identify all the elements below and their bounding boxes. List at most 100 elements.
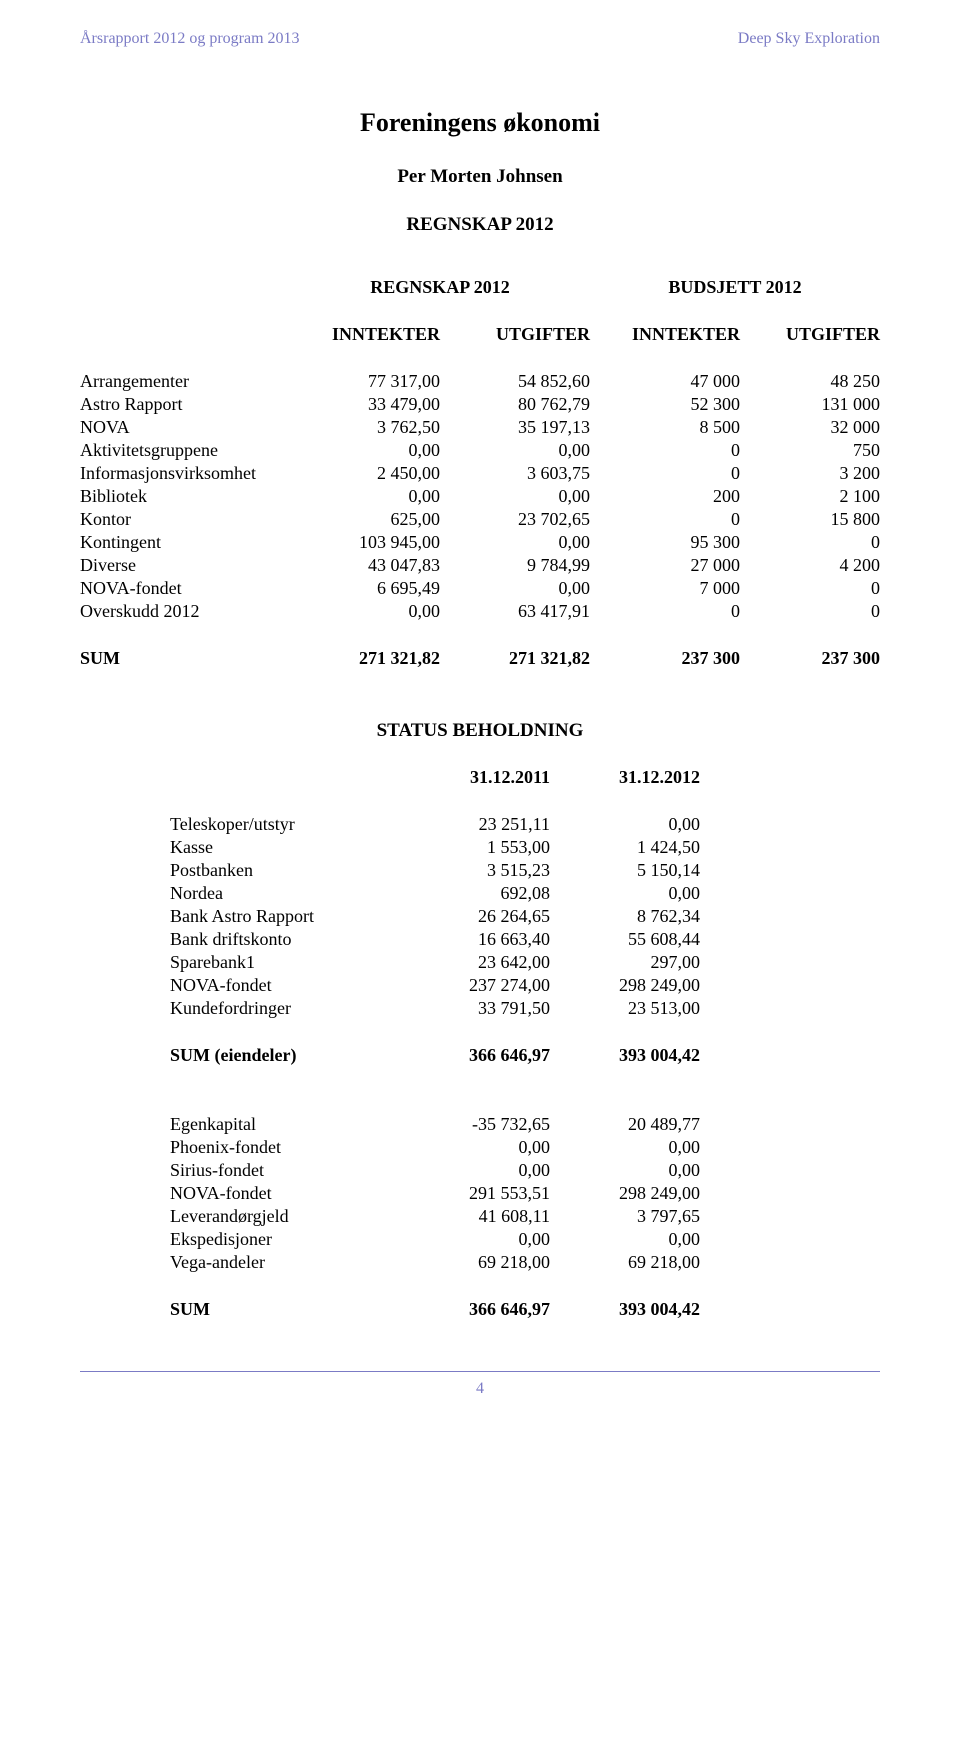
- table-row: Vega-andeler69 218,0069 218,00: [170, 1251, 700, 1274]
- table-row: Nordea692,080,00: [170, 882, 700, 905]
- row-label: Overskudd 2012: [80, 600, 290, 623]
- row-label: Sparebank1: [170, 951, 400, 974]
- row-label: NOVA-fondet: [80, 577, 290, 600]
- status-table: 31.12.2011 31.12.2012 Teleskoper/utstyr2…: [170, 766, 700, 1321]
- row-label: Astro Rapport: [80, 393, 290, 416]
- author: Per Morten Johnsen: [80, 166, 880, 188]
- cell: 26 264,65: [400, 905, 550, 928]
- row-label: Bank driftskonto: [170, 928, 400, 951]
- row-label: Informasjonsvirksomhet: [80, 462, 290, 485]
- row-label: Kontor: [80, 508, 290, 531]
- cell: 0,00: [440, 485, 590, 508]
- cell: 69 218,00: [400, 1251, 550, 1274]
- table-row: Sparebank123 642,00297,00: [170, 951, 700, 974]
- row-label: Teleskoper/utstyr: [170, 813, 400, 836]
- cell: 15 800: [740, 508, 880, 531]
- table-row: Kontingent103 945,000,0095 3000: [80, 531, 880, 554]
- row-label: Vega-andeler: [170, 1251, 400, 1274]
- cell: 69 218,00: [550, 1251, 700, 1274]
- col-label: INNTEKTER: [590, 323, 740, 346]
- cell: 9 784,99: [440, 554, 590, 577]
- status-sum-c1: 366 646,97: [400, 1044, 550, 1067]
- table-row: Sirius-fondet0,000,00: [170, 1159, 700, 1182]
- cell: 625,00: [290, 508, 440, 531]
- cell: 0,00: [550, 813, 700, 836]
- section-title: REGNSKAP 2012: [80, 214, 880, 236]
- row-label: Phoenix-fondet: [170, 1136, 400, 1159]
- blank: [170, 766, 400, 789]
- blank: [80, 323, 290, 346]
- row-label: Kontingent: [80, 531, 290, 554]
- table-row: NOVA3 762,5035 197,138 50032 000: [80, 416, 880, 439]
- cell: 692,08: [400, 882, 550, 905]
- table-row: Bibliotek0,000,002002 100: [80, 485, 880, 508]
- cell: 3 603,75: [440, 462, 590, 485]
- cell: 0,00: [440, 531, 590, 554]
- row-label: NOVA-fondet: [170, 974, 400, 997]
- cell: 55 608,44: [550, 928, 700, 951]
- cell: 6 695,49: [290, 577, 440, 600]
- cell: 23 642,00: [400, 951, 550, 974]
- status-col-label: 31.12.2012: [550, 766, 700, 789]
- cell: 54 852,60: [440, 370, 590, 393]
- header-left: Årsrapport 2012 og program 2013: [80, 30, 300, 48]
- cell: 0,00: [400, 1159, 550, 1182]
- cell: 20 489,77: [550, 1113, 700, 1136]
- table-row: Astro Rapport33 479,0080 762,7952 300131…: [80, 393, 880, 416]
- cell: 103 945,00: [290, 531, 440, 554]
- cell: 0,00: [400, 1136, 550, 1159]
- page-title: Foreningens økonomi: [80, 108, 880, 138]
- table-row: Bank Astro Rapport26 264,658 762,34: [170, 905, 700, 928]
- cell: 0: [590, 508, 740, 531]
- cell: 7 000: [590, 577, 740, 600]
- table-row: Diverse43 047,839 784,9927 0004 200: [80, 554, 880, 577]
- cell: 0,00: [440, 577, 590, 600]
- table-row: Teleskoper/utstyr23 251,110,00: [170, 813, 700, 836]
- cell: 0: [740, 600, 880, 623]
- cell: 63 417,91: [440, 600, 590, 623]
- cell: 0,00: [550, 882, 700, 905]
- sum-c2: 271 321,82: [440, 647, 590, 670]
- status-title: STATUS BEHOLDNING: [80, 720, 880, 742]
- row-label: Nordea: [170, 882, 400, 905]
- cell: 41 608,11: [400, 1205, 550, 1228]
- cell: 0: [590, 600, 740, 623]
- table-row: Ekspedisjoner0,000,00: [170, 1228, 700, 1251]
- cell: 3 515,23: [400, 859, 550, 882]
- row-label: Bibliotek: [80, 485, 290, 508]
- cell: 0,00: [440, 439, 590, 462]
- cell: 0: [590, 439, 740, 462]
- table-row: Leverandørgjeld41 608,113 797,65: [170, 1205, 700, 1228]
- cell: 27 000: [590, 554, 740, 577]
- cell: 0,00: [290, 600, 440, 623]
- cell: 1 424,50: [550, 836, 700, 859]
- table-row: Kontor625,0023 702,65015 800: [80, 508, 880, 531]
- cell: 8 500: [590, 416, 740, 439]
- row-label: Ekspedisjoner: [170, 1228, 400, 1251]
- cell: 131 000: [740, 393, 880, 416]
- cell: 291 553,51: [400, 1182, 550, 1205]
- table-row: Overskudd 20120,0063 417,9100: [80, 600, 880, 623]
- table-row: Arrangementer77 317,0054 852,6047 00048 …: [80, 370, 880, 393]
- status-sum2-label: SUM: [170, 1298, 400, 1321]
- status-sum2-c1: 366 646,97: [400, 1298, 550, 1321]
- cell: 3 797,65: [550, 1205, 700, 1228]
- footer-divider: [80, 1371, 880, 1372]
- table-row: Bank driftskonto16 663,4055 608,44: [170, 928, 700, 951]
- col-label: UTGIFTER: [440, 323, 590, 346]
- row-label: NOVA: [80, 416, 290, 439]
- cell: 3 762,50: [290, 416, 440, 439]
- cell: 0,00: [550, 1136, 700, 1159]
- cell: 0,00: [550, 1228, 700, 1251]
- row-label: Kundefordringer: [170, 997, 400, 1020]
- table-row: Kundefordringer33 791,5023 513,00: [170, 997, 700, 1020]
- cell: 2 100: [740, 485, 880, 508]
- cell: 48 250: [740, 370, 880, 393]
- sum-c3: 237 300: [590, 647, 740, 670]
- table-row: NOVA-fondet291 553,51298 249,00: [170, 1182, 700, 1205]
- cell: 52 300: [590, 393, 740, 416]
- table-row: NOVA-fondet237 274,00298 249,00: [170, 974, 700, 997]
- cell: -35 732,65: [400, 1113, 550, 1136]
- row-label: NOVA-fondet: [170, 1182, 400, 1205]
- cell: 5 150,14: [550, 859, 700, 882]
